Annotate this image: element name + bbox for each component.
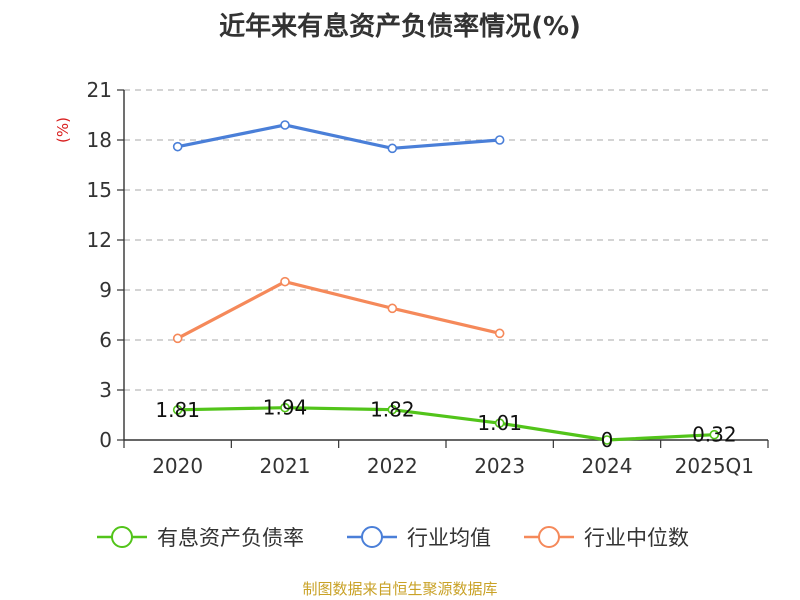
y-tick-label-0: 0 xyxy=(99,428,112,452)
data-label-2025Q1: 0.32 xyxy=(692,423,737,447)
point-0-2022 xyxy=(387,404,398,415)
grid-lines xyxy=(124,89,768,391)
point-2-2022 xyxy=(387,303,398,314)
legend-marker-0 xyxy=(111,526,133,548)
point-0-2023 xyxy=(494,418,505,428)
y-axis-label: (%) xyxy=(54,117,72,143)
chart-title: 近年来有息资产负债率情况(%) xyxy=(219,12,581,42)
axes: 0 3 6 9 12 15 18 21 (%) 2020 2021 2022 2023 2024 2025Q… xyxy=(54,78,769,478)
legend-label-2: 行业中位数 xyxy=(584,526,689,550)
point-2-2023 xyxy=(494,328,505,339)
x-tick-label-2025Q1: 2025Q1 xyxy=(675,454,754,478)
point-2-2020 xyxy=(172,333,183,344)
y-tick-label-3: 3 xyxy=(99,378,112,402)
series xyxy=(172,120,720,445)
legend-label-0: 有息资产负债率 xyxy=(157,526,304,550)
point-0-2024 xyxy=(602,435,612,445)
data-label-2024: 0 xyxy=(601,428,614,452)
series-line-1 xyxy=(177,123,500,150)
point-1-2021 xyxy=(280,120,290,130)
x-tick-label-2023: 2023 xyxy=(474,454,525,478)
point-1-2020 xyxy=(172,141,183,152)
y-tick-label-6: 6 xyxy=(99,328,112,352)
point-0-2020 xyxy=(172,405,183,415)
x-tick-label-2024: 2024 xyxy=(582,454,633,478)
footer-source: 制图数据来自恒生聚源数据库 xyxy=(302,580,498,598)
y-tick-label-18: 18 xyxy=(87,128,112,152)
data-label-2020: 1.81 xyxy=(155,398,200,422)
y-tick-label-15: 15 xyxy=(87,178,112,202)
legend-marker-2 xyxy=(538,526,560,548)
y-tick-label-21: 21 xyxy=(87,78,112,102)
point-1-2022 xyxy=(387,143,398,154)
point-2-2021 xyxy=(280,276,290,287)
data-label-2022: 1.82 xyxy=(370,398,415,422)
point-0-2025Q1 xyxy=(709,429,720,440)
legend-marker-1 xyxy=(361,526,383,548)
x-tick-label-2021: 2021 xyxy=(260,454,311,478)
data-labels: 1.81 1.94 1.82 1.01 0 0.32 xyxy=(155,396,736,452)
x-tick-label-2022: 2022 xyxy=(367,454,418,478)
x-tick-label-2020: 2020 xyxy=(152,454,203,478)
point-0-2021 xyxy=(280,402,290,413)
y-tick-label-12: 12 xyxy=(87,228,112,252)
legend: 有息资产负债率 行业均值 行业中位数 xyxy=(97,526,689,550)
series-line-0 xyxy=(177,406,715,442)
series-line-2 xyxy=(176,280,501,340)
data-label-2021: 1.94 xyxy=(263,396,308,420)
data-label-2023: 1.01 xyxy=(477,411,522,435)
y-tick-label-9: 9 xyxy=(99,278,112,302)
legend-label-1: 行业均值 xyxy=(407,526,491,550)
point-1-2023 xyxy=(494,135,505,145)
